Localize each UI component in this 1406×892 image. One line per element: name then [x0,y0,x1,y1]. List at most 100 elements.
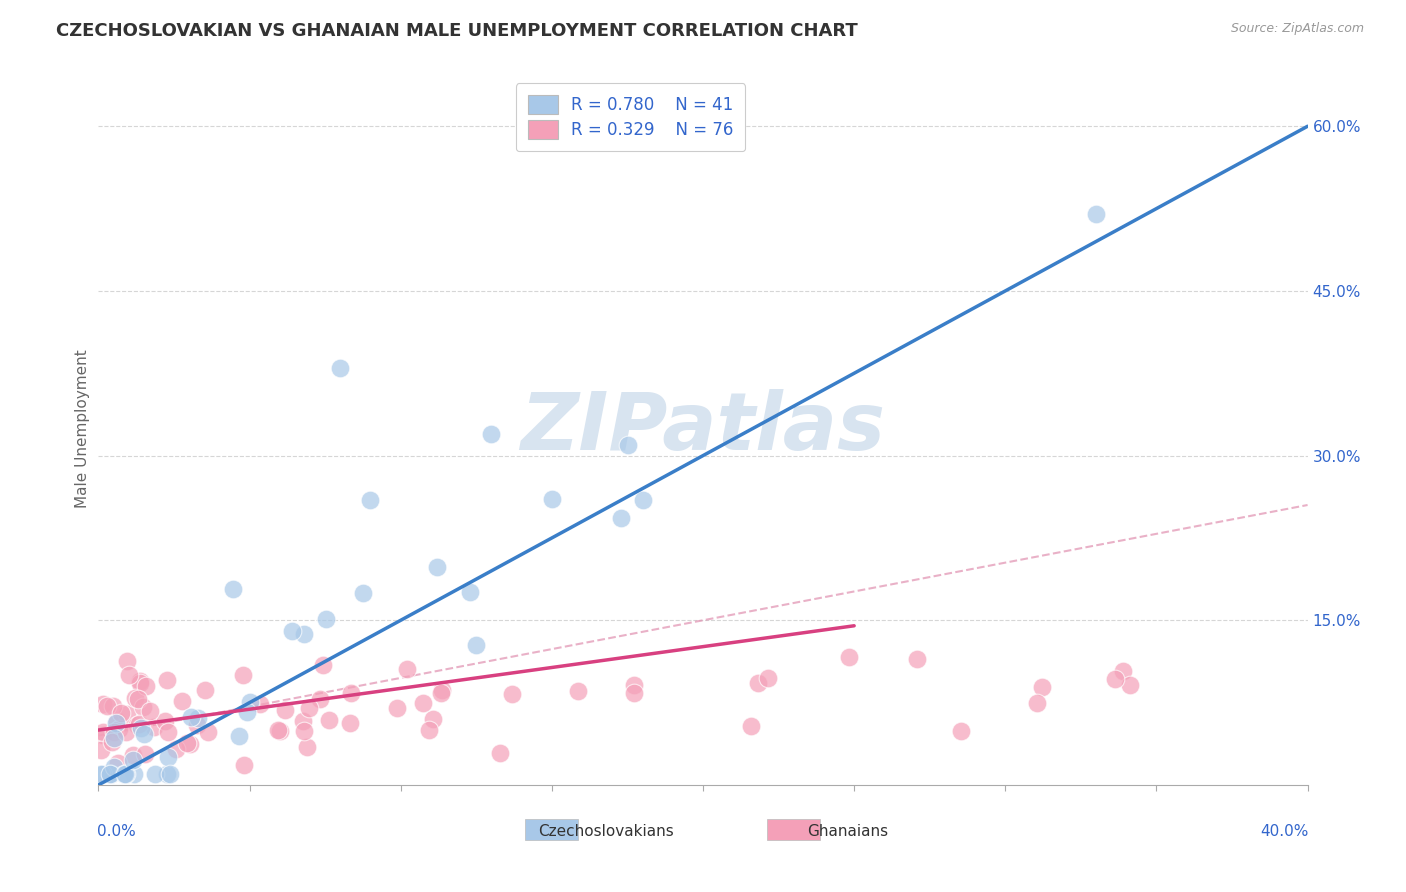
Point [115,725,138,739]
Point [239,695,262,709]
Point [426,560,449,574]
Point [501,687,523,701]
Point [128,717,150,731]
Point [432,683,454,698]
Point [105,715,128,730]
Point [623,678,645,692]
Point [129,674,152,689]
Point [122,767,145,781]
Point [631,492,654,507]
Point [115,654,138,668]
Point [1085,207,1108,221]
Point [132,700,155,714]
Point [352,586,374,600]
Point [101,698,124,713]
Point [430,685,453,699]
Point [172,694,194,708]
Point [292,714,315,729]
Point [100,767,122,781]
Point [125,717,148,731]
Point [91,725,114,739]
Point [114,767,136,781]
Point [91,728,114,742]
Point [194,682,217,697]
Point [280,624,302,639]
Point [312,658,335,673]
Point [122,748,145,763]
Point [418,723,440,737]
Point [339,715,361,730]
Point [96,698,118,713]
Point [122,753,145,767]
Point [129,675,152,690]
Point [114,767,136,781]
Point [129,721,152,735]
Point [269,723,291,738]
Point [905,651,928,665]
Text: CZECHOSLOVAKIAN VS GHANAIAN MALE UNEMPLOYMENT CORRELATION CHART: CZECHOSLOVAKIAN VS GHANAIAN MALE UNEMPLO… [56,22,858,40]
Point [91,697,114,711]
Point [610,511,633,525]
Point [180,710,202,724]
Point [134,727,156,741]
Point [950,724,973,739]
Point [1104,672,1126,686]
Point [156,750,179,764]
Point [623,686,645,700]
Point [267,723,290,738]
Point [315,612,337,626]
Point [90,743,112,757]
Point [110,706,132,720]
Point [118,668,141,682]
Point [103,725,125,739]
Point [139,704,162,718]
Point [98,767,121,781]
Text: ZIPatlas: ZIPatlas [520,389,886,467]
Point [274,703,297,717]
Legend: R = 0.780    N = 41, R = 0.329    N = 76: R = 0.780 N = 41, R = 0.329 N = 76 [516,83,745,151]
Point [339,686,361,700]
Point [156,673,179,687]
Point [465,638,488,652]
Text: Ghanaians: Ghanaians [807,824,889,839]
Point [298,701,321,715]
Point [222,582,245,597]
Point [101,735,124,749]
Point [186,718,208,732]
Point [1119,678,1142,692]
Text: Czechoslovakians: Czechoslovakians [538,824,673,839]
Point [108,722,131,736]
Point [747,676,769,690]
Point [165,742,187,756]
Point [232,667,254,681]
Point [1031,681,1053,695]
Point [481,426,503,441]
Point [127,691,149,706]
Point [422,712,444,726]
Point [309,692,332,706]
Point [159,767,181,781]
Text: Source: ZipAtlas.com: Source: ZipAtlas.com [1230,22,1364,36]
Point [488,746,510,760]
Point [458,584,481,599]
Point [156,724,179,739]
Point [134,747,156,762]
Point [91,767,114,781]
Text: 0.0%: 0.0% [97,824,136,839]
Point [124,691,146,706]
Point [318,713,340,727]
Point [567,683,589,698]
Point [107,756,129,771]
Point [142,720,165,734]
FancyBboxPatch shape [526,819,578,840]
Point [292,627,315,641]
Point [156,767,179,781]
Point [1112,664,1135,678]
Point [740,719,762,733]
Point [232,758,254,772]
Y-axis label: Male Unemployment: Male Unemployment [75,349,90,508]
Text: 40.0%: 40.0% [1260,824,1309,839]
FancyBboxPatch shape [768,819,820,840]
Point [228,729,250,743]
Point [1025,696,1047,710]
